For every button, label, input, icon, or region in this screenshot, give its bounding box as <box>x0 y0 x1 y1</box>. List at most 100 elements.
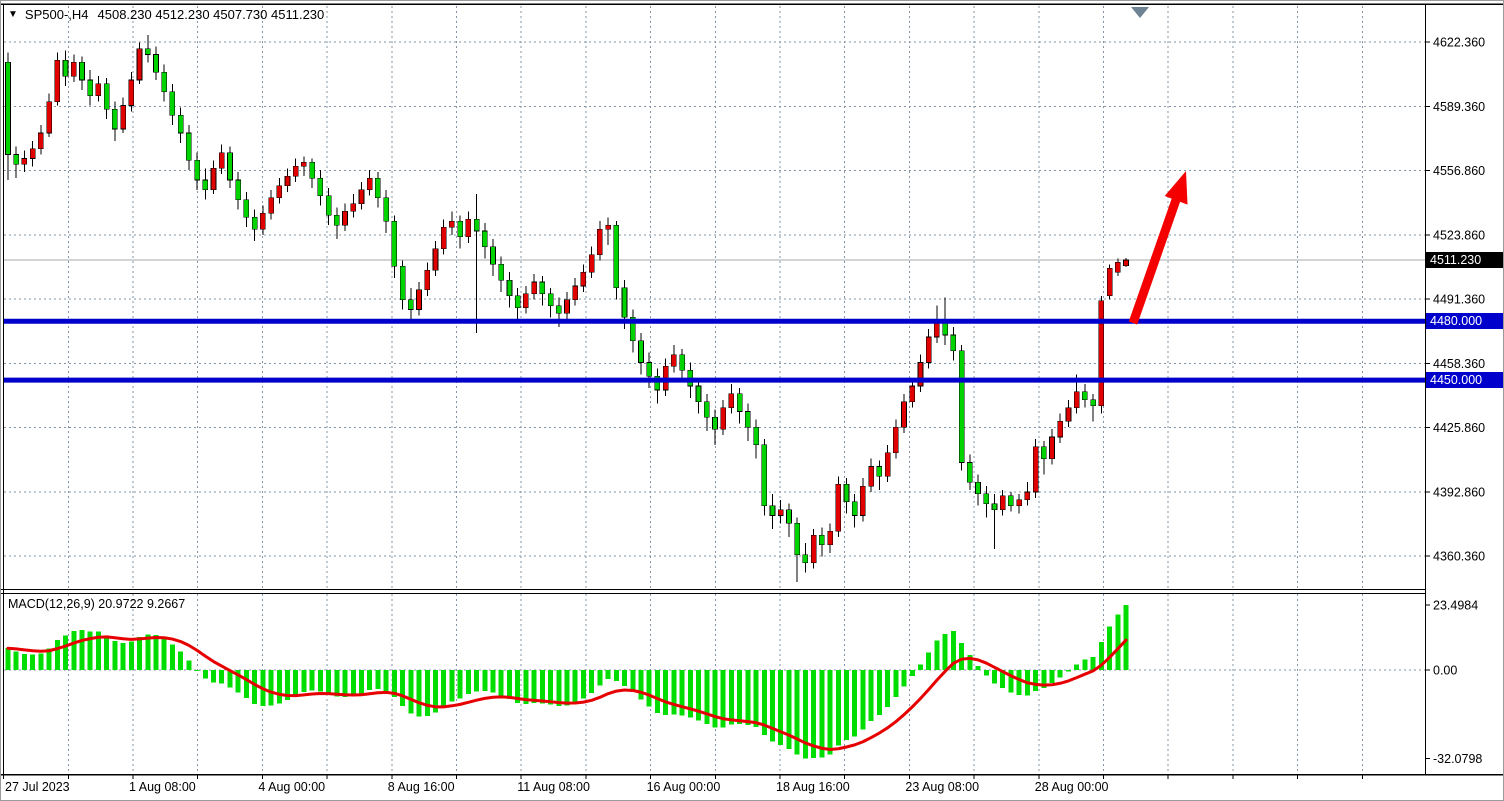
macd-histogram-bar <box>301 670 307 693</box>
bull-candle <box>827 530 833 546</box>
bear-candle <box>13 154 20 165</box>
macd-histogram-bar <box>687 670 693 718</box>
bear-candle <box>498 264 505 281</box>
bull-candle <box>46 101 52 134</box>
macd-histogram-bar <box>1057 670 1063 678</box>
bull-candle <box>54 60 61 102</box>
bull-candle <box>523 293 529 308</box>
bull-candle <box>218 152 225 169</box>
macd-histogram-bar <box>391 670 397 698</box>
macd-histogram-bar <box>737 670 743 725</box>
macd-histogram-bar <box>696 670 702 721</box>
bull-candle <box>95 83 102 96</box>
bull-candle <box>465 218 472 238</box>
macd-histogram-bar <box>885 670 891 707</box>
bear-candle <box>975 481 981 495</box>
macd-histogram-bar <box>868 670 874 721</box>
macd-histogram-bar <box>876 670 882 715</box>
bull-candle <box>1065 407 1072 422</box>
macd-histogram-bar <box>5 648 11 670</box>
time-axis-label: 16 Aug 00:00 <box>647 780 721 794</box>
macd-histogram-bar <box>589 670 595 694</box>
time-axis-label: 4 Aug 00:00 <box>258 780 325 794</box>
bull-candle <box>1114 262 1121 273</box>
macd-histogram-bar <box>252 670 258 704</box>
macd-histogram-bar <box>211 670 217 683</box>
bull-candle <box>358 189 365 204</box>
macd-histogram-bar <box>268 670 274 706</box>
macd-histogram-bar <box>219 670 225 684</box>
bear-candle <box>144 48 151 55</box>
time-axis-label: 8 Aug 16:00 <box>388 780 455 794</box>
bear-candle <box>950 334 957 352</box>
macd-histogram-bar <box>186 660 192 670</box>
bear-candle <box>103 83 110 110</box>
price-axis-label: 4556.860 <box>1433 164 1485 178</box>
price-axis-label: 4589.360 <box>1433 100 1485 114</box>
bear-candle <box>794 523 800 556</box>
bull-candle <box>1024 491 1031 501</box>
macd-histogram-bar <box>506 670 512 700</box>
macd-histogram-bar <box>523 670 529 705</box>
macd-histogram-bar <box>753 670 759 727</box>
bull-candle <box>1016 499 1022 506</box>
bear-candle <box>112 109 118 130</box>
macd-histogram-bar <box>728 670 734 725</box>
bull-candle <box>1106 268 1113 297</box>
bear-candle <box>802 554 809 563</box>
macd-histogram-bar <box>235 670 241 693</box>
bear-candle <box>843 483 850 503</box>
bull-candle <box>292 166 299 177</box>
bull-candle <box>901 401 907 428</box>
macd-histogram-bar <box>778 670 784 746</box>
time-axis-label: 23 Aug 08:00 <box>905 780 979 794</box>
bear-candle <box>375 177 381 198</box>
macd-histogram-bar <box>819 670 825 758</box>
bear-candle <box>309 162 315 179</box>
bear-candle <box>325 195 332 216</box>
macd-histogram-bar <box>449 670 455 702</box>
bear-candle <box>194 160 200 181</box>
macd-histogram-bar <box>967 654 973 670</box>
macd-pane <box>5 605 1129 759</box>
bear-candle <box>555 305 562 314</box>
macd-histogram-bar <box>169 644 175 670</box>
bear-candle <box>613 224 620 289</box>
bear-candle <box>153 54 159 73</box>
axes[interactable]: 4622.360 4589.360 4556.860 4523.860 4491.360… <box>1 3 1504 794</box>
macd-histogram-bar <box>646 670 652 707</box>
macd-histogram-bar <box>745 670 751 725</box>
macd-histogram-bar <box>350 670 356 697</box>
price-axis-label: 4425.860 <box>1433 421 1485 435</box>
bull-candle <box>925 336 932 363</box>
macd-histogram-bar <box>317 670 323 692</box>
macd-indicator-label: MACD(12,26,9) 20.9722 9.2667 <box>8 597 186 611</box>
price-axis-label: 4622.360 <box>1433 36 1485 50</box>
bear-candle <box>161 71 167 93</box>
macd-histogram-bar <box>720 670 726 728</box>
time-axis-label: 27 Jul 2023 <box>5 780 70 794</box>
bull-candle <box>210 167 217 191</box>
bull-candle <box>580 271 587 287</box>
price-axis-label: 4392.860 <box>1433 486 1485 500</box>
chart-shift-marker-icon[interactable] <box>1131 7 1149 18</box>
macd-histogram-bar <box>909 670 915 676</box>
macd-histogram-bar <box>432 670 438 713</box>
bear-candle <box>202 179 209 191</box>
macd-histogram-bar <box>95 631 101 670</box>
macd-histogram-bar <box>1000 670 1006 688</box>
price-axis-label: 4458.360 <box>1433 357 1485 371</box>
symbol-dropdown-icon[interactable]: ▼ <box>8 9 18 20</box>
bear-candle <box>547 293 554 306</box>
macd-histogram-bar <box>482 670 488 692</box>
bear-candle <box>317 177 324 197</box>
macd-histogram-bar <box>104 635 110 670</box>
macd-histogram-bar <box>46 648 52 670</box>
macd-histogram-bar <box>87 631 93 670</box>
macd-histogram-bar <box>38 653 44 670</box>
bear-candle <box>769 505 776 516</box>
macd-histogram-bar <box>605 670 611 679</box>
macd-histogram-bar <box>367 670 373 690</box>
macd-histogram-bar <box>194 670 200 671</box>
